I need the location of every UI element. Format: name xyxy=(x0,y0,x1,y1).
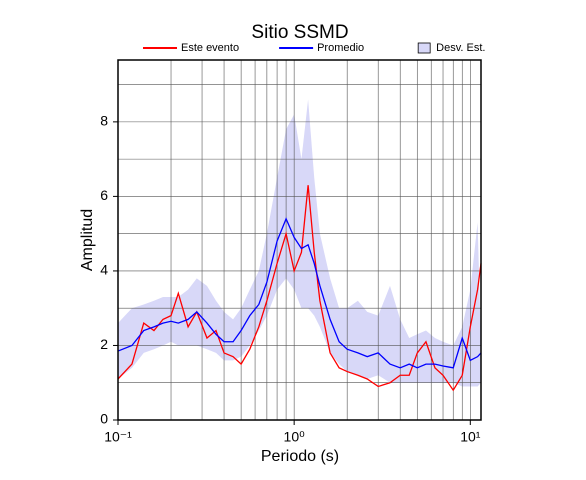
legend-label: Desv. Est. xyxy=(436,42,485,54)
y-tick-label: 4 xyxy=(100,262,108,278)
legend-label: Promedio xyxy=(317,42,364,54)
y-axis-label: Amplitud xyxy=(79,209,96,271)
y-tick-label: 0 xyxy=(100,411,108,427)
series-line xyxy=(117,185,482,392)
legend-label: Este evento xyxy=(181,42,239,54)
x-tick-label: 10¹ xyxy=(460,429,481,445)
chart-title: Sitio SSMD xyxy=(251,22,348,43)
std-band xyxy=(118,99,481,387)
y-tick-label: 8 xyxy=(100,113,108,129)
x-axis-label: Periodo (s) xyxy=(261,448,339,465)
x-tick-label: 10⁻¹ xyxy=(104,429,132,445)
x-tick-label: 10⁰ xyxy=(284,429,306,445)
series-line xyxy=(117,217,482,369)
y-tick-label: 6 xyxy=(100,187,108,203)
y-tick-label: 2 xyxy=(100,336,108,352)
plot-frame xyxy=(117,59,482,421)
legend-swatch xyxy=(417,42,431,54)
